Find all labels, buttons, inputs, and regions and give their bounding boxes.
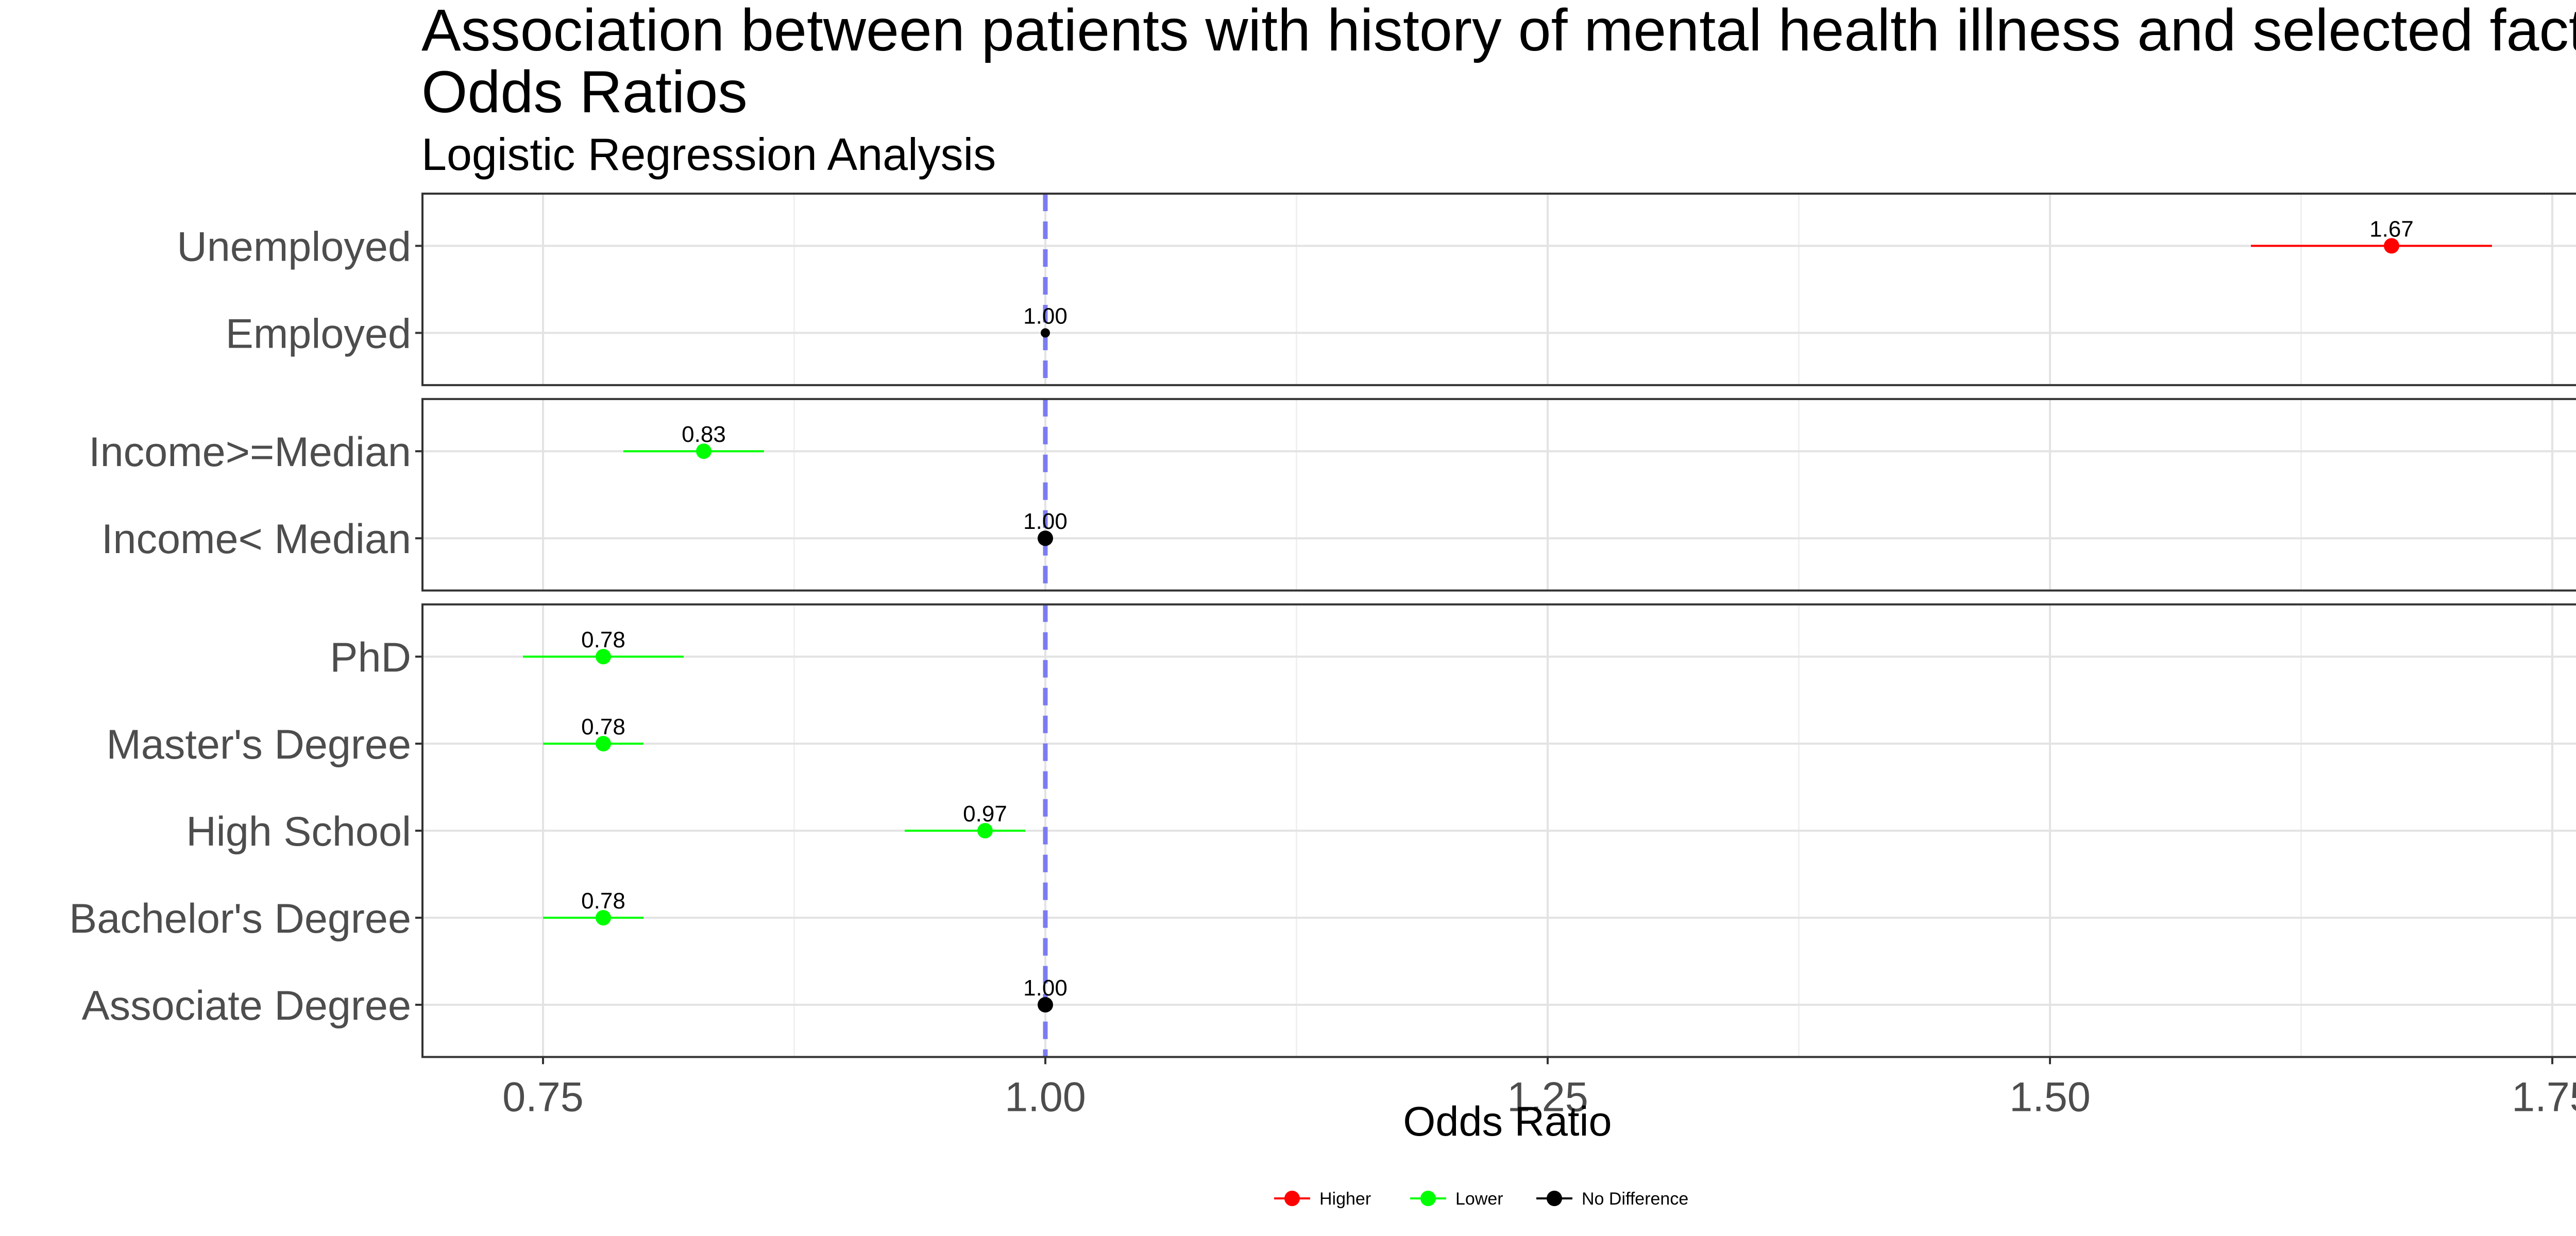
point-2-4 — [1038, 997, 1053, 1012]
legend-label-2: No Difference — [1582, 1189, 1688, 1209]
point-1-0 — [696, 443, 711, 459]
x-tick-label-4: 1.75 — [2512, 1074, 2576, 1120]
row-label-2-2: High School — [186, 809, 411, 855]
point-2-0 — [596, 649, 611, 664]
chart-title-line2: Odds Ratios — [421, 59, 748, 125]
legend-label-1: Lower — [1455, 1189, 1503, 1209]
legend-label-0: Higher — [1319, 1189, 1371, 1209]
x-axis-title: Odds Ratio — [1403, 1098, 1612, 1145]
legend-key-point-0 — [1284, 1191, 1300, 1206]
value-label-2-1: 0.78 — [581, 714, 625, 740]
x-tick-label-0: 0.75 — [502, 1074, 584, 1120]
chart-subtitle: Logistic Regression Analysis — [421, 129, 996, 180]
x-tick-label-1: 1.00 — [1005, 1074, 1086, 1120]
row-label-0-1: Employed — [226, 311, 411, 357]
point-2-1 — [596, 736, 611, 751]
point-1-1 — [1038, 530, 1053, 546]
row-label-2-3: Bachelor's Degree — [69, 896, 411, 942]
legend: Higher Lower No Difference — [1274, 1189, 1688, 1209]
point-2-3 — [596, 910, 611, 925]
panel-border-0 — [421, 193, 2576, 386]
value-label-0-1: 1.00 — [1023, 303, 1067, 329]
legend-key-point-1 — [1420, 1191, 1436, 1206]
panel-border-2 — [421, 603, 2576, 1058]
value-label-2-4: 1.00 — [1023, 975, 1067, 1001]
value-label-2-0: 0.78 — [581, 627, 625, 653]
row-label-1-1: Income< Median — [101, 516, 411, 562]
legend-key-point-2 — [1547, 1191, 1562, 1206]
value-label-1-1: 1.00 — [1023, 509, 1067, 534]
plot-area: 1.67Unemployed1.00EmployedEmployment0.83… — [69, 193, 2576, 1120]
row-label-2-1: Master's Degree — [106, 722, 411, 768]
x-tick-label-3: 1.50 — [2009, 1074, 2091, 1120]
chart-title: Association between patients with histor… — [421, 0, 2576, 63]
point-2-2 — [977, 823, 993, 838]
point-0-1 — [1041, 328, 1050, 338]
value-label-0-0: 1.67 — [2369, 216, 2414, 242]
x-tick-label-2: 1.25 — [1507, 1074, 1588, 1120]
value-label-2-2: 0.97 — [963, 801, 1007, 827]
value-label-1-0: 0.83 — [682, 422, 726, 447]
row-label-0-0: Unemployed — [177, 224, 411, 270]
row-label-1-0: Income>=Median — [89, 429, 411, 475]
panel-border-1 — [421, 398, 2576, 592]
row-label-2-4: Associate Degree — [82, 983, 411, 1029]
value-label-2-3: 0.78 — [581, 888, 625, 914]
row-label-2-0: PhD — [330, 634, 411, 681]
point-0-0 — [2384, 238, 2399, 254]
